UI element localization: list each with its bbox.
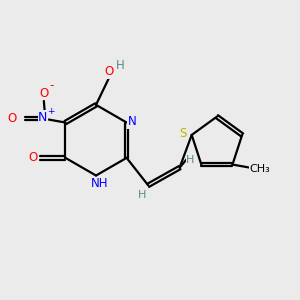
Text: H: H xyxy=(138,190,146,200)
Text: -: - xyxy=(50,79,54,92)
Text: N: N xyxy=(38,111,47,124)
Text: O: O xyxy=(104,65,113,79)
Text: N: N xyxy=(128,115,136,128)
Text: H: H xyxy=(186,155,195,165)
Text: O: O xyxy=(8,112,17,125)
Text: H: H xyxy=(116,59,125,72)
Text: O: O xyxy=(28,152,38,164)
Text: CH₃: CH₃ xyxy=(250,164,270,175)
Text: +: + xyxy=(47,107,54,116)
Text: O: O xyxy=(39,87,49,100)
Text: NH: NH xyxy=(91,177,109,190)
Text: S: S xyxy=(179,128,187,140)
